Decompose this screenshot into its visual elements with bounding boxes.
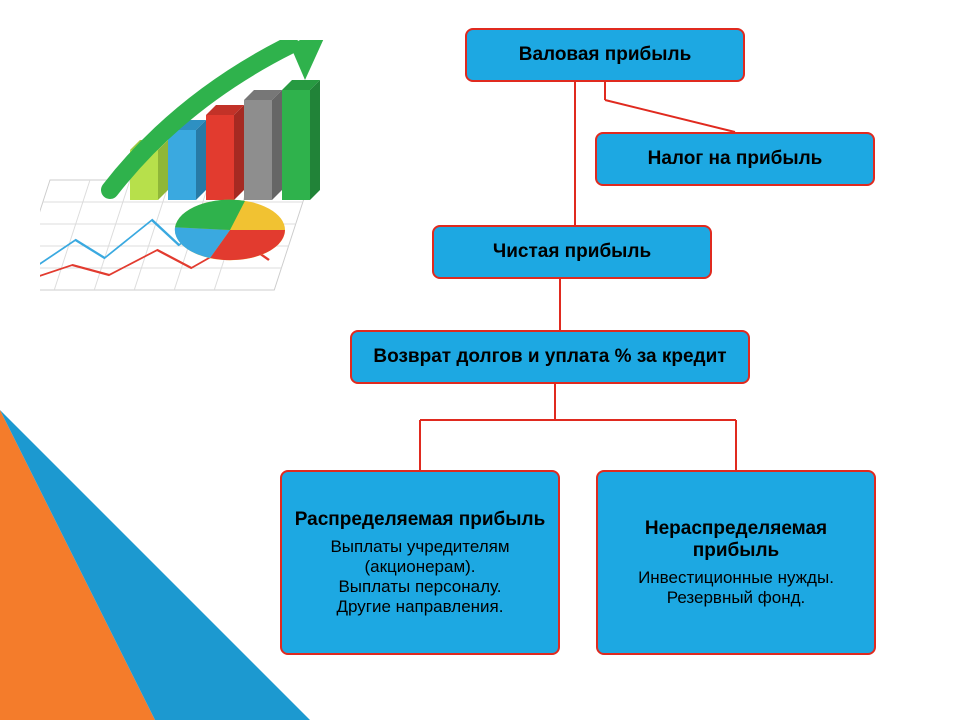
node-body: Выплаты учредителям (акционерам). Выплат… <box>294 537 546 617</box>
node-title: Чистая прибыль <box>493 241 651 263</box>
node-debt-repayment: Возврат долгов и уплата % за кредит <box>350 330 750 384</box>
node-title: Распределяемая прибыль <box>295 509 546 531</box>
node-title: Валовая прибыль <box>519 44 692 66</box>
node-gross-profit: Валовая прибыль <box>465 28 745 82</box>
node-title: Налог на прибыль <box>648 148 823 170</box>
node-distributed-profit: Распределяемая прибыль Выплаты учредител… <box>280 470 560 655</box>
node-profit-tax: Налог на прибыль <box>595 132 875 186</box>
node-title: Возврат долгов и уплата % за кредит <box>373 346 726 368</box>
node-undistributed-profit: Нераспределяемая прибыль Инвестиционные … <box>596 470 876 655</box>
node-title: Нераспределяемая прибыль <box>610 518 862 562</box>
node-net-profit: Чистая прибыль <box>432 225 712 279</box>
node-body: Инвестиционные нужды. Резервный фонд. <box>638 568 834 608</box>
